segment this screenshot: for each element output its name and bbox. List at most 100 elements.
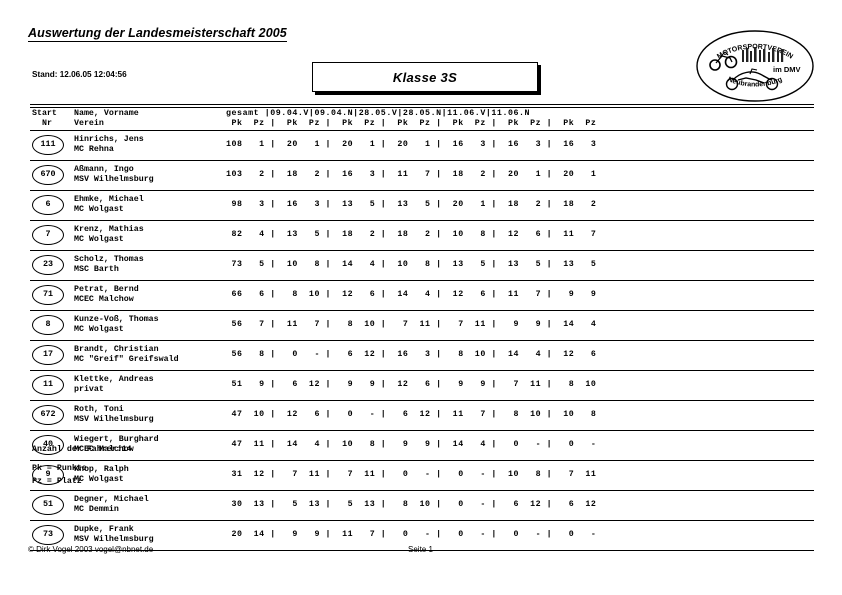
start-number-badge: 9 [32, 464, 64, 485]
driver-scores: 98 3 | 16 3 | 13 5 | 13 5 | 20 1 | 18 2 … [226, 199, 597, 209]
driver-club: MCEC Malchow [74, 294, 134, 304]
table-top-rule [30, 104, 814, 105]
start-number-badge: 11 [32, 374, 64, 395]
driver-name: Krenz, Mathias [74, 224, 144, 234]
start-number-value: 11 [42, 379, 54, 390]
driver-name: Scholz, Thomas [74, 254, 144, 264]
table-bottom-rule [30, 549, 814, 551]
row-separator [30, 339, 814, 341]
table-row: 672 Roth, Toni MSV Wilhelmsburg 47 10 | 12… [30, 401, 814, 430]
class-title-label: Klasse 3S [392, 69, 458, 85]
driver-scores: 47 10 | 12 6 | 0 - | 6 12 | 11 7 | 8 10 … [226, 409, 597, 419]
driver-club: MC Rehna [74, 144, 114, 154]
driver-name: Degner, Michael [74, 494, 149, 504]
start-number-badge: 6 [32, 194, 64, 215]
driver-club: MSC Barth [74, 264, 119, 274]
table-notes: Anzahl der Fahrer:14 Pk = Punkte Pz = Pl… [32, 443, 132, 488]
driver-name: Klettke, Andreas [74, 374, 154, 384]
driver-scores: 51 9 | 6 12 | 9 9 | 12 6 | 9 9 | 7 11 | … [226, 379, 597, 389]
driver-name: Roth, Toni [74, 404, 124, 414]
table-row: 670 Aßmann, Ingo MSV Wilhelmsburg 103 2 | 1… [30, 161, 814, 190]
row-separator [30, 519, 814, 521]
table-row: 73 Dupke, Frank MSV Wilhelmsburg 20 14 | 9… [30, 521, 814, 550]
driver-scores: 30 13 | 5 13 | 5 13 | 8 10 | 0 - | 6 12 … [226, 499, 597, 509]
driver-scores: 66 6 | 8 10 | 12 6 | 14 4 | 12 6 | 11 7 … [226, 289, 597, 299]
driver-club: MC Wolgast [74, 474, 124, 484]
driver-name: Petrat, Bernd [74, 284, 139, 294]
start-number-value: 73 [42, 529, 54, 540]
header-start-nr-line2: Nr [42, 118, 52, 128]
driver-club: MC Wolgast [74, 324, 124, 334]
table-row: 23 Scholz, Thomas MSC Barth 73 5 | 10 8 | … [30, 251, 814, 280]
driver-scores: 56 8 | 0 - | 6 12 | 16 3 | 8 10 | 14 4 |… [226, 349, 597, 359]
row-separator [30, 249, 814, 251]
driver-scores: 47 11 | 14 4 | 10 8 | 9 9 | 14 4 | 0 - |… [226, 439, 597, 449]
start-number-badge: 8 [32, 314, 64, 335]
row-separator [30, 279, 814, 281]
start-number-badge: 672 [32, 404, 64, 425]
start-number-badge: 40 [32, 434, 64, 455]
table-body: 111 Hinrichs, Jens MC Rehna 108 1 | 20 1 | … [30, 131, 814, 551]
table-row: 51 Degner, Michael MC Demmin 30 13 | 5 13 … [30, 491, 814, 520]
driver-club: privat [74, 384, 104, 394]
table-top-rule-2 [30, 106, 814, 108]
row-separator [30, 159, 814, 161]
driver-name: Kunze-Voß, Thomas [74, 314, 159, 324]
start-number-badge: 73 [32, 524, 64, 545]
start-number-value: 71 [42, 289, 54, 300]
driver-name: Knop, Ralph [74, 464, 129, 474]
driver-club: MC "Greif" Greifswald [74, 354, 179, 364]
driver-club: MC Wolgast [74, 234, 124, 244]
page-title: Auswertung der Landesmeisterschaft 2005 [28, 26, 287, 42]
table-row: 40 Wiegert, Burghard MCEC Malchow 47 11 | … [30, 431, 814, 460]
motorsportverein-logo: MOTORSPORTVEREIN Neubrandenburg [694, 28, 816, 104]
row-separator [30, 489, 814, 491]
table-row: 9 Knop, Ralph MC Wolgast 31 12 | 7 11 | 7 … [30, 461, 814, 490]
driver-scores: 103 2 | 18 2 | 16 3 | 11 7 | 18 2 | 20 1… [226, 169, 597, 179]
table-row: 71 Petrat, Bernd MCEC Malchow 66 6 | 8 10 … [30, 281, 814, 310]
table-row: 8 Kunze-Voß, Thomas MC Wolgast 56 7 | 11 7… [30, 311, 814, 340]
start-number-badge: 51 [32, 494, 64, 515]
footer-page-number: Seite 1 [408, 545, 433, 554]
start-number-value: 8 [45, 319, 51, 330]
table-row: 6 Ehmke, Michael MC Wolgast 98 3 | 16 3 | … [30, 191, 814, 220]
header-name-line1: Name, Vorname [74, 108, 139, 118]
header-events-line1: gesamt |09.04.V|09.04.N|28.05.V|28.05.N|… [226, 108, 531, 118]
start-number-value: 23 [42, 259, 54, 270]
header-start-nr-line1: Start [32, 108, 57, 118]
driver-scores: 73 5 | 10 8 | 14 4 | 10 8 | 13 5 | 13 5 … [226, 259, 597, 269]
pz-legend-note: Pz = Platz [32, 477, 82, 486]
start-number-value: 6 [45, 199, 51, 210]
row-separator [30, 189, 814, 191]
row-separator [30, 369, 814, 371]
table-header: Start Name, Vorname gesamt |09.04.V|09.0… [30, 108, 814, 130]
table-row: 7 Krenz, Mathias MC Wolgast 82 4 | 13 5 | … [30, 221, 814, 250]
start-number-value: 670 [40, 169, 56, 180]
class-title-box: Klasse 3S [312, 62, 538, 92]
header-events-line2: Pk Pz | Pk Pz | Pk Pz | Pk Pz | Pk Pz | … [226, 118, 597, 128]
row-separator [30, 429, 814, 431]
driver-club: MSV Wilhelmsburg [74, 174, 154, 184]
footer-copyright: © Dirk Vogel 2003 vogel@nbnet.de [28, 545, 154, 554]
header-bottom-rule [30, 129, 814, 131]
start-number-value: 40 [42, 439, 54, 450]
start-number-badge: 7 [32, 224, 64, 245]
row-separator [30, 309, 814, 311]
table-row: 11 Klettke, Andreas privat 51 9 | 6 12 | 9… [30, 371, 814, 400]
results-table: Start Name, Vorname gesamt |09.04.V|09.0… [30, 104, 814, 551]
driver-scores: 31 12 | 7 11 | 7 11 | 0 - | 0 - | 10 8 |… [226, 469, 597, 479]
stand-timestamp: Stand: 12.06.05 12:04:56 [32, 70, 127, 79]
row-separator [30, 219, 814, 221]
table-row: 111 Hinrichs, Jens MC Rehna 108 1 | 20 1 | … [30, 131, 814, 160]
driver-club: MC Demmin [74, 504, 119, 514]
start-number-value: 111 [40, 139, 56, 150]
driver-club: MSV Wilhelmsburg [74, 414, 154, 424]
driver-count-note: Anzahl der Fahrer:14 [32, 445, 132, 454]
start-number-value: 17 [42, 349, 54, 360]
start-number-badge: 71 [32, 284, 64, 305]
table-row: 17 Brandt, Christian MC "Greif" Greifswald… [30, 341, 814, 370]
row-separator [30, 399, 814, 401]
start-number-badge: 17 [32, 344, 64, 365]
driver-club: MC Wolgast [74, 204, 124, 214]
